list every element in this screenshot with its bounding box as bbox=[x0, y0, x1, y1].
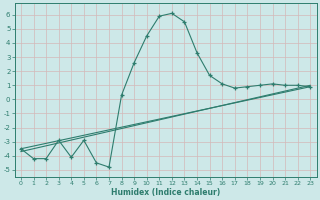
X-axis label: Humidex (Indice chaleur): Humidex (Indice chaleur) bbox=[111, 188, 220, 197]
